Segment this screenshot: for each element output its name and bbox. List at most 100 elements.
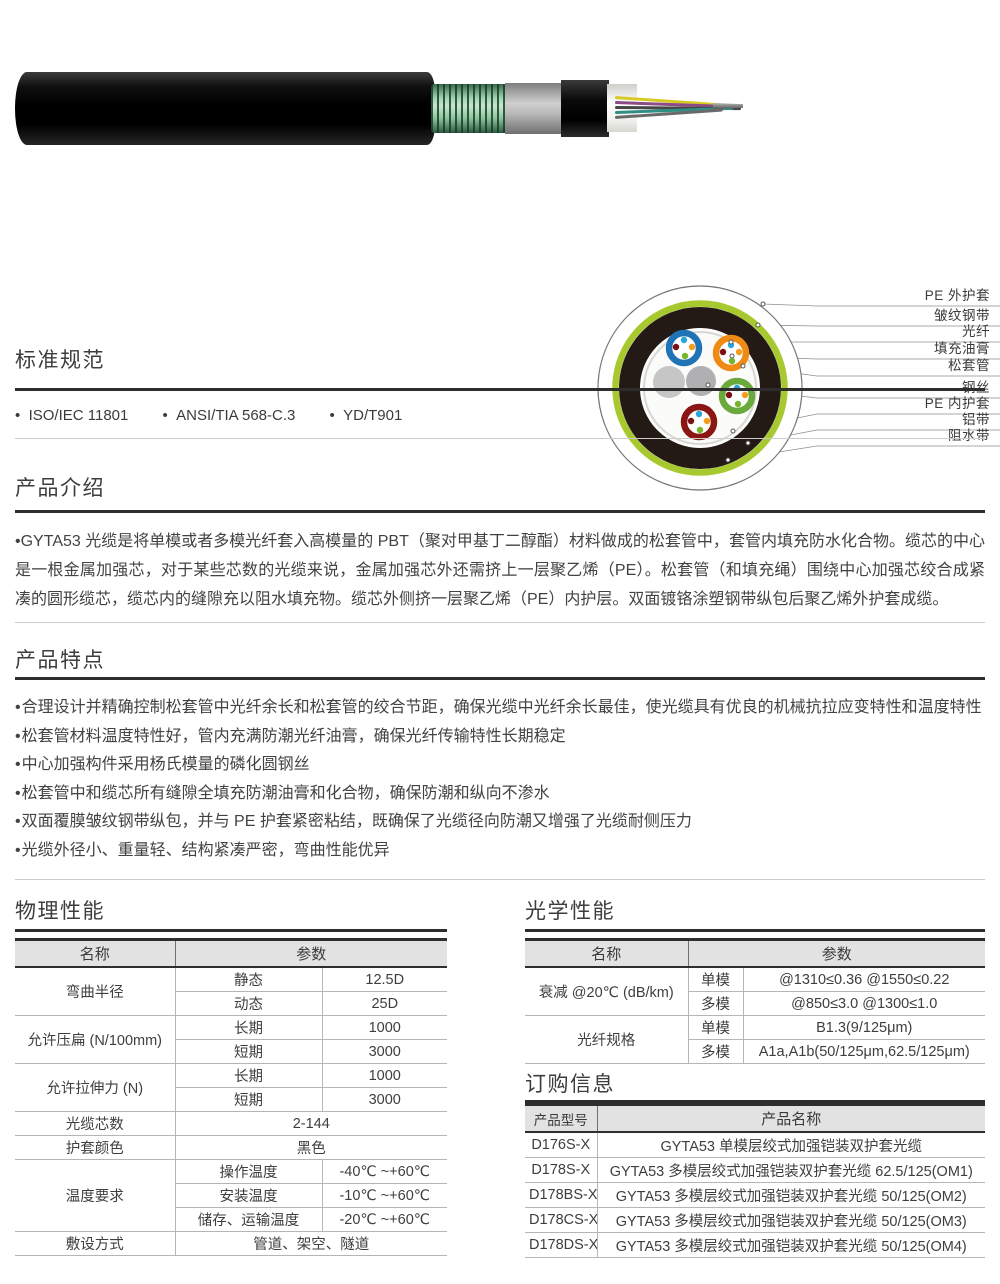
divider (525, 929, 985, 932)
table-row: 弯曲半径 静态 12.5D (15, 967, 447, 1016)
features-title: 产品特点 (15, 649, 105, 672)
cable-outer-jacket (15, 72, 435, 145)
table-row: 允许拉伸力 (N) 长期 1000 (15, 1063, 447, 1112)
table-row: 光缆芯数 2-144 (15, 1111, 447, 1136)
column-header: 参数 (687, 938, 985, 968)
sub-name: 安装温度 (174, 1183, 322, 1208)
leader-dots (705, 301, 766, 463)
column-header: 产品名称 (596, 1103, 985, 1133)
divider (15, 929, 447, 932)
product-name: GYTA53 单模层绞式加强铠装双护套光缆 (596, 1132, 985, 1158)
section-introduction: 产品介绍 GYTA53 光缆是将单模或者多模光纤套入高模量的 PBT（聚对甲基丁… (15, 476, 985, 623)
physical-title: 物理性能 (15, 900, 105, 923)
product-name: GYTA53 多模层绞式加强铠装双护套光缆 62.5/125(OM1) (596, 1157, 985, 1183)
loose-tube-orange (712, 334, 750, 372)
model-number: D178CS-X (525, 1207, 597, 1233)
standard-item: ANSI/TIA 568-C.3 (163, 407, 296, 424)
table-row: 动态 25D (15, 991, 447, 1016)
value: 12.5D (321, 967, 447, 992)
row-name: 弯曲半径 (15, 967, 175, 1016)
divider (15, 510, 985, 513)
sub-name: 单模 (687, 1015, 743, 1040)
feature-item: 松套管中和缆芯所有缝隙全填充防潮油膏和化合物，确保防潮和纵向不渗水 (15, 780, 985, 809)
feature-item: 光缆外径小、重量轻、结构紧凑严密，弯曲性能优异 (15, 837, 985, 866)
row-name: 允许拉伸力 (N) (15, 1063, 175, 1112)
loose-tube-maroon (680, 403, 718, 441)
value: A1a,A1b(50/125μm,62.5/125μm) (742, 1039, 985, 1064)
feature-item: 合理设计并精确控制松套管中光纤余长和松套管的绞合节距，确保光缆中光纤余长最佳，使… (15, 694, 985, 723)
table-row: 多模 @850≤3.0 @1300≤1.0 (525, 991, 985, 1016)
optical-properties-table: 名称 参数 衰减 @20℃ (dB/km) 单模 @1310≤0.36 @155… (525, 938, 985, 1064)
divider (15, 677, 985, 680)
value: 3000 (321, 1039, 447, 1064)
sub-name: 短期 (174, 1039, 322, 1064)
table-row: D178BS-X GYTA53 多模层绞式加强铠装双护套光缆 50/125(OM… (525, 1182, 985, 1208)
value: 1000 (321, 1015, 447, 1040)
row-name: 光纤规格 (525, 1015, 688, 1064)
divider (525, 1100, 985, 1103)
row-name: 允许压扁 (N/100mm) (15, 1015, 175, 1064)
introduction-title: 产品介绍 (15, 477, 105, 500)
diagram-label-corrugated-steel-tape: 皱纹钢带 (934, 308, 990, 323)
cable-corrugated-armor (431, 84, 507, 133)
sub-name: 静态 (174, 967, 322, 992)
table-row: D176S-X GYTA53 单模层绞式加强铠装双护套光缆 (525, 1132, 985, 1158)
row-name: 护套颜色 (15, 1135, 175, 1160)
value: -10℃ ~+60℃ (321, 1183, 447, 1208)
value: -40℃ ~+60℃ (321, 1159, 447, 1184)
value: 25D (321, 991, 447, 1016)
table-row: 敷设方式 管道、架空、隧道 (15, 1231, 447, 1256)
value: 3000 (321, 1087, 447, 1112)
divider (15, 438, 985, 439)
value: 黑色 (174, 1135, 447, 1160)
diagram-label-aluminum-tape: 铝带 (962, 412, 990, 427)
section-features: 产品特点 合理设计并精确控制松套管中光纤余长和松套管的绞合节距，确保光缆中光纤余… (15, 648, 985, 880)
column-header: 参数 (174, 938, 447, 968)
diagram-label-optical-fiber: 光纤 (962, 324, 990, 339)
sub-name: 单模 (687, 967, 743, 992)
feature-item: 双面覆膜皱纹钢带纵包，并与 PE 护套紧密粘结，既确保了光缆径向防潮又增强了光缆… (15, 808, 985, 837)
divider (15, 622, 985, 623)
introduction-paragraph: GYTA53 光缆是将单模或者多模光纤套入高模量的 PBT（聚对甲基丁二醇酯）材… (15, 527, 985, 614)
table-row: 短期 3000 (15, 1039, 447, 1064)
section-physical-properties: 物理性能 名称 参数 弯曲半径 静态 12.5D 动态 25D (15, 899, 447, 1256)
feature-item: 松套管材料温度特性好，管内充满防潮光纤油膏，确保光纤传输特性长期稳定 (15, 723, 985, 752)
column-header: 产品型号 (525, 1103, 597, 1133)
table-row: 多模 A1a,A1b(50/125μm,62.5/125μm) (525, 1039, 985, 1064)
row-name: 衰减 @20℃ (dB/km) (525, 967, 688, 1016)
sub-name: 操作温度 (174, 1159, 322, 1184)
table-row: D178S-X GYTA53 多模层绞式加强铠装双护套光缆 62.5/125(O… (525, 1157, 985, 1183)
standards-list: ISO/IEC 11801 ANSI/TIA 568-C.3 YD/T901 (15, 407, 985, 424)
value: 管道、架空、隧道 (174, 1231, 447, 1256)
value: @850≤3.0 @1300≤1.0 (742, 991, 985, 1016)
cable-photo (15, 72, 745, 146)
diagram-label-pe-inner-sheath: PE 内护套 (924, 396, 990, 411)
value: B1.3(9/125μm) (742, 1015, 985, 1040)
column-header: 名称 (15, 938, 175, 968)
section-optical-properties: 光学性能 名称 参数 衰减 @20℃ (dB/km) 单模 @1310≤0.36… (525, 899, 985, 1064)
table-row: 衰减 @20℃ (dB/km) 单模 @1310≤0.36 @1550≤0.22 (525, 967, 985, 1016)
section-standards: 标准规范 ISO/IEC 11801 ANSI/TIA 568-C.3 YD/T… (15, 348, 985, 439)
product-name: GYTA53 多模层绞式加强铠装双护套光缆 50/125(OM4) (596, 1232, 985, 1258)
features-list: 合理设计并精确控制松套管中光纤余长和松套管的绞合节距，确保光缆中光纤余长最佳，使… (15, 694, 985, 865)
diagram-label-pe-outer-sheath: PE 外护套 (924, 288, 990, 303)
sub-name: 储存、运输温度 (174, 1207, 322, 1232)
table-row: 允许压扁 (N/100mm) 长期 1000 (15, 1015, 447, 1064)
physical-properties-table: 名称 参数 弯曲半径 静态 12.5D 动态 25D 允许压扁 (N/100mm… (15, 938, 447, 1256)
diagram-label-steel-wire: 钢丝 (962, 380, 990, 396)
feature-item: 中心加强构件采用杨氏模量的磷化圆钢丝 (15, 751, 985, 780)
product-name: GYTA53 多模层绞式加强铠装双护套光缆 50/125(OM3) (596, 1207, 985, 1233)
sub-name: 长期 (174, 1063, 322, 1088)
product-name: GYTA53 多模层绞式加强铠装双护套光缆 50/125(OM2) (596, 1182, 985, 1208)
standard-item: YD/T901 (330, 407, 403, 424)
ordering-table: 产品型号 产品名称 D176S-X GYTA53 单模层绞式加强铠装双护套光缆 … (525, 1103, 985, 1258)
loose-tube-blue (665, 329, 703, 367)
row-name: 敷设方式 (15, 1231, 175, 1256)
sub-name: 多模 (687, 991, 743, 1016)
sub-name: 多模 (687, 1039, 743, 1064)
table-row: 光纤规格 单模 B1.3(9/125μm) (525, 1015, 985, 1064)
divider (15, 388, 985, 391)
value: @1310≤0.36 @1550≤0.22 (742, 967, 985, 992)
ordering-title: 订购信息 (525, 1073, 615, 1096)
